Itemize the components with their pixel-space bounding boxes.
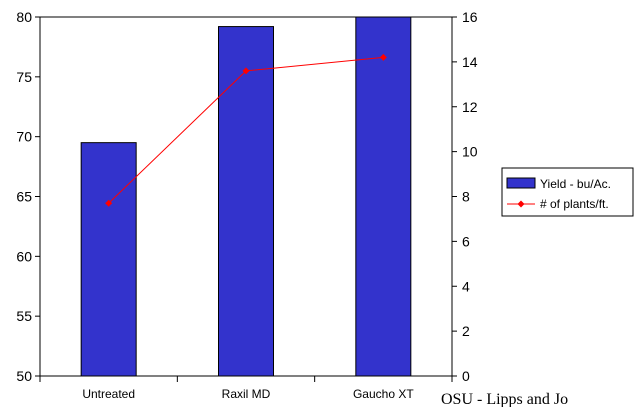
legend: Yield - bu/Ac. # of plants/ft.	[501, 167, 634, 217]
left-tick-label: 80	[16, 9, 32, 25]
right-tick-label: 0	[462, 368, 470, 384]
left-tick-label: 55	[16, 308, 32, 324]
right-tick-label: 16	[462, 9, 478, 25]
right-tick-label: 10	[462, 144, 478, 160]
bar	[80, 142, 137, 377]
tick-labels: 50 55 60 65 70 75 80 0 2 4 6 8 10 12 14 16 Untreated Raxi…	[16, 9, 477, 401]
right-tick-label: 14	[462, 54, 478, 70]
left-tick-label: 70	[16, 129, 32, 145]
left-tick-label: 65	[16, 189, 32, 205]
bar-series	[80, 16, 412, 377]
category-label: Gaucho XT	[353, 387, 414, 401]
legend-line-marker	[517, 200, 525, 208]
left-tick-label: 75	[16, 69, 32, 85]
category-label: Untreated	[82, 387, 135, 401]
right-tick-label: 2	[462, 323, 470, 339]
right-tick-label: 12	[462, 99, 478, 115]
category-label: Raxil MD	[222, 387, 271, 401]
line-point	[379, 53, 387, 61]
left-tick-label: 50	[16, 368, 32, 384]
legend-bar-label: Yield - bu/Ac.	[540, 177, 611, 191]
credit-text: OSU - Lipps and Jo	[441, 391, 568, 407]
line-point	[105, 199, 113, 207]
right-tick-label: 6	[462, 233, 470, 249]
right-tick-label: 8	[462, 189, 470, 205]
right-tick-label: 4	[462, 278, 470, 294]
legend-box	[501, 167, 634, 217]
line-point	[242, 67, 250, 75]
line-series	[105, 53, 387, 207]
legend-bar-swatch	[506, 177, 536, 189]
legend-line-label: # of plants/ft.	[540, 197, 609, 211]
bar	[355, 16, 412, 377]
left-tick-label: 60	[16, 248, 32, 264]
bar	[218, 26, 274, 377]
